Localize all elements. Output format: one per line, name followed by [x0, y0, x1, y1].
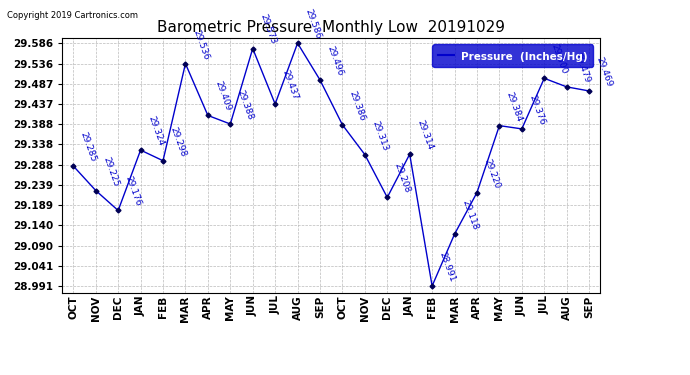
Text: 29.313: 29.313 — [371, 119, 390, 152]
Legend: Pressure  (Inches/Hg): Pressure (Inches/Hg) — [432, 45, 593, 67]
Text: 29.536: 29.536 — [191, 28, 210, 61]
Text: 29.496: 29.496 — [326, 45, 345, 77]
Text: 29.384: 29.384 — [505, 90, 524, 123]
Text: 28.991: 28.991 — [437, 251, 457, 283]
Text: 29.479: 29.479 — [572, 51, 591, 84]
Text: 29.388: 29.388 — [236, 88, 255, 121]
Text: 29.469: 29.469 — [595, 56, 614, 88]
Text: 29.176: 29.176 — [124, 175, 143, 208]
Text: 29.208: 29.208 — [393, 162, 412, 195]
Text: Copyright 2019 Cartronics.com: Copyright 2019 Cartronics.com — [7, 11, 138, 20]
Text: 29.376: 29.376 — [527, 93, 546, 126]
Text: 29.586: 29.586 — [303, 8, 322, 40]
Text: 29.437: 29.437 — [281, 69, 300, 101]
Text: 29.225: 29.225 — [101, 155, 121, 188]
Text: 29.324: 29.324 — [146, 115, 166, 147]
Text: 29.573: 29.573 — [258, 13, 277, 46]
Text: 29.409: 29.409 — [213, 80, 233, 112]
Text: 29.314: 29.314 — [415, 119, 435, 152]
Text: 29.298: 29.298 — [168, 125, 188, 158]
Text: 29.386: 29.386 — [348, 89, 367, 122]
Text: 29.500: 29.500 — [550, 43, 569, 75]
Text: 29.220: 29.220 — [482, 158, 502, 190]
Text: 29.285: 29.285 — [79, 130, 98, 163]
Title: Barometric Pressure  Monthly Low  20191029: Barometric Pressure Monthly Low 20191029 — [157, 20, 505, 35]
Text: 29.118: 29.118 — [460, 199, 480, 231]
